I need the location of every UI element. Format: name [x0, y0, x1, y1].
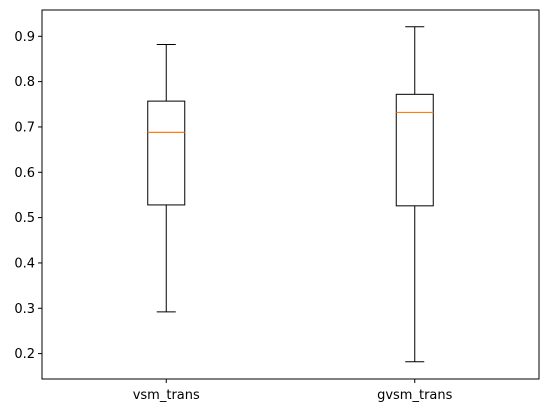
iqr-box: [395, 93, 434, 207]
box-group-gvsm_trans: [395, 26, 434, 363]
y-tick-label: 0.7: [14, 120, 35, 135]
plot-area: [147, 26, 434, 363]
y-tick-label: 0.9: [14, 30, 35, 45]
iqr-box: [147, 100, 186, 206]
y-tick-label: 0.3: [14, 302, 35, 317]
y-tick-label: 0.6: [14, 166, 35, 181]
y-tick-label: 0.5: [14, 211, 35, 226]
y-tick-label: 0.8: [14, 75, 35, 90]
y-tick-label: 0.4: [14, 256, 35, 271]
x-tick-label-gvsm_trans: gvsm_trans: [377, 388, 453, 403]
axes: 0.2 0.3 0.4 0.5 0.6 0.7 0.8 0.9 vsm_trans gvsm_tr…: [14, 9, 540, 403]
y-tick-label: 0.2: [14, 347, 35, 362]
box-group-vsm_trans: [147, 43, 186, 313]
axes-frame: [41, 9, 540, 380]
x-tick-label-vsm_trans: vsm_trans: [133, 388, 200, 403]
